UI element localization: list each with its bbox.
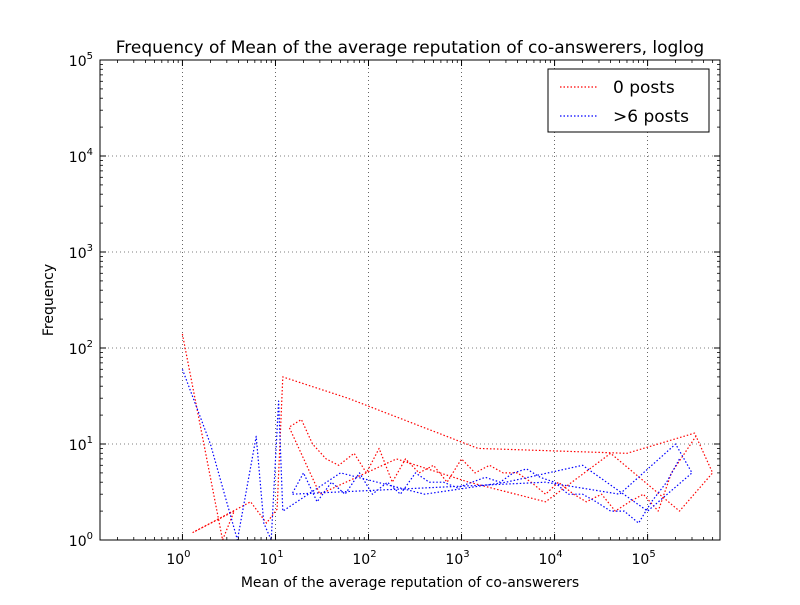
chart-title: Frequency of Mean of the average reputat… bbox=[116, 38, 704, 58]
x-tick-label: 102 bbox=[352, 549, 376, 568]
y-tick-exponent: 0 bbox=[87, 531, 93, 542]
x-tick-exponent: 3 bbox=[463, 549, 469, 560]
y-tick-base: 10 bbox=[69, 246, 87, 262]
series-line-1 bbox=[181, 369, 693, 540]
x-tick-label: 100 bbox=[166, 549, 190, 568]
y-tick-base: 10 bbox=[69, 150, 87, 166]
legend: 0 posts >6 posts bbox=[547, 68, 710, 133]
y-tick-exponent: 2 bbox=[87, 339, 93, 350]
y-tick-label: 100 bbox=[69, 531, 93, 550]
x-tick-label: 101 bbox=[259, 549, 283, 568]
y-tick-exponent: 1 bbox=[87, 435, 93, 446]
x-axis-label: Mean of the average reputation of co-ans… bbox=[241, 575, 579, 591]
series-layer bbox=[181, 333, 714, 540]
x-tick-base: 10 bbox=[166, 552, 184, 568]
y-axis-label: Frequency bbox=[41, 264, 57, 336]
x-tick-exponent: 0 bbox=[184, 549, 190, 560]
y-tick-base: 10 bbox=[69, 54, 87, 70]
x-tick-exponent: 1 bbox=[277, 549, 283, 560]
legend-label-1: >6 posts bbox=[613, 107, 689, 127]
legend-entries: 0 posts >6 posts bbox=[560, 78, 689, 127]
x-tick-base: 10 bbox=[259, 552, 277, 568]
y-tick-exponent: 3 bbox=[87, 243, 93, 254]
x-tick-base: 10 bbox=[445, 552, 463, 568]
x-tick-base: 10 bbox=[632, 552, 650, 568]
y-tick-exponent: 4 bbox=[87, 147, 93, 158]
x-tick-exponent: 4 bbox=[556, 549, 562, 560]
legend-box bbox=[547, 68, 710, 133]
y-tick-base: 10 bbox=[69, 342, 87, 358]
x-tick-label: 104 bbox=[538, 549, 562, 568]
y-tick-base: 10 bbox=[69, 534, 87, 550]
legend-label-0: 0 posts bbox=[613, 78, 675, 98]
plot-frame bbox=[99, 59, 721, 541]
y-tick-label: 104 bbox=[69, 147, 93, 166]
y-tick-label: 102 bbox=[69, 339, 93, 358]
y-tick-base: 10 bbox=[69, 438, 87, 454]
series-line-0 bbox=[181, 333, 714, 540]
x-tick-base: 10 bbox=[352, 552, 370, 568]
y-tick-label: 101 bbox=[69, 435, 93, 454]
x-tick-exponent: 5 bbox=[649, 549, 655, 560]
y-tick-exponent: 5 bbox=[87, 51, 93, 62]
x-tick-label: 105 bbox=[632, 549, 656, 568]
x-tick-label: 103 bbox=[445, 549, 469, 568]
y-tick-label: 105 bbox=[69, 51, 93, 70]
y-tick-label: 103 bbox=[69, 243, 93, 262]
x-tick-base: 10 bbox=[538, 552, 556, 568]
x-tick-exponent: 2 bbox=[370, 549, 376, 560]
